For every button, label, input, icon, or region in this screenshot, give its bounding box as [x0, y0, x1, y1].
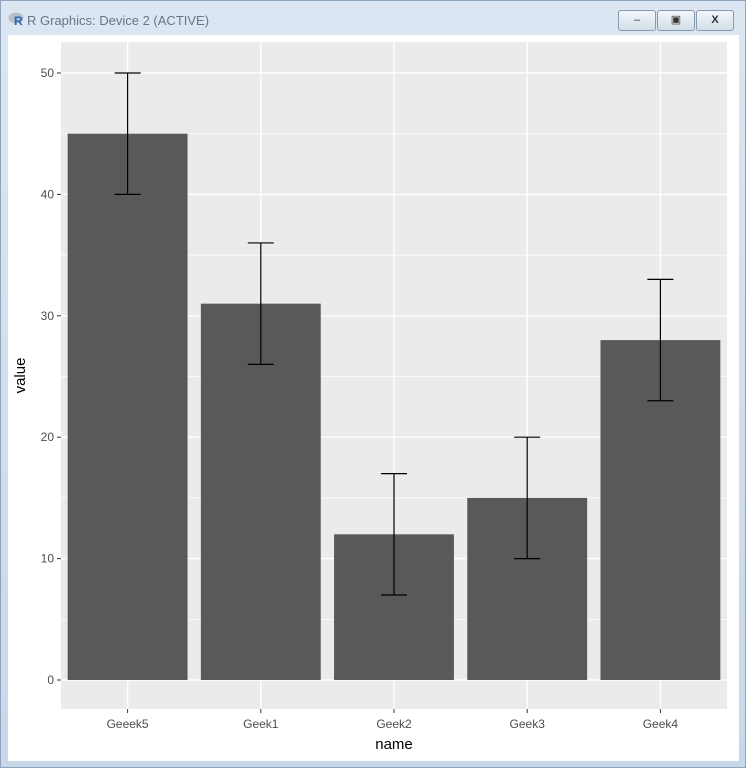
x-axis-title: name [375, 736, 413, 753]
x-tick-label: Geek1 [243, 717, 279, 731]
bar-chart: 0 10 20 30 40 50 Geeek5 Geek1 Geek2 Geek3 Geek4 nam… [12, 42, 727, 753]
svg-text:R: R [14, 14, 23, 26]
y-tick-label: 40 [41, 187, 55, 201]
y-tick-label: 50 [41, 66, 55, 80]
bar-Geek1 [200, 303, 321, 680]
x-tick-label: Geek3 [510, 717, 546, 731]
y-tick-label: 20 [41, 430, 55, 444]
plot-area: 0 10 20 30 40 50 Geeek5 Geek1 Geek2 Geek3 Geek4 nam… [8, 35, 739, 761]
minimize-button[interactable]: ‒ [618, 10, 656, 31]
y-tick-label: 30 [41, 309, 55, 323]
x-tick-label: Geek2 [376, 717, 412, 731]
y-tick-label: 0 [47, 673, 54, 687]
x-tick-label: Geek4 [643, 717, 679, 731]
y-axis-title: value [12, 358, 29, 394]
title-bar[interactable]: R R Graphics: Device 2 (ACTIVE) ‒ ▣ X [1, 1, 745, 35]
bar-Geeek5 [67, 133, 188, 680]
x-tick-label: Geeek5 [107, 717, 149, 731]
maximize-button[interactable]: ▣ [657, 10, 695, 31]
window-title: R Graphics: Device 2 (ACTIVE) [27, 13, 210, 28]
y-tick-label: 10 [41, 552, 55, 566]
r-logo-icon: R [8, 12, 24, 26]
close-button[interactable]: X [696, 10, 734, 31]
